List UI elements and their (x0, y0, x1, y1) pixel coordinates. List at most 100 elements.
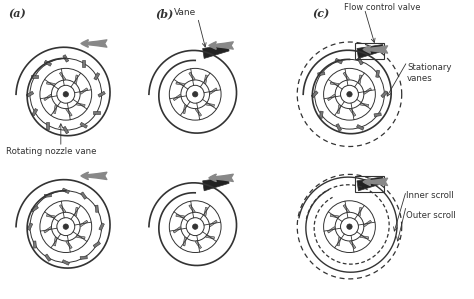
Text: Vane: Vane (174, 8, 197, 17)
Polygon shape (54, 237, 57, 246)
Polygon shape (81, 192, 87, 199)
Polygon shape (343, 72, 349, 80)
Circle shape (186, 85, 204, 103)
Polygon shape (330, 214, 339, 218)
Polygon shape (82, 60, 85, 67)
Text: (c): (c) (313, 9, 330, 20)
Polygon shape (44, 60, 52, 66)
Text: Rotating nozzle vane: Rotating nozzle vane (6, 147, 97, 156)
Polygon shape (45, 254, 51, 261)
Text: Inner scroll: Inner scroll (406, 191, 454, 200)
Circle shape (340, 218, 358, 236)
Circle shape (63, 224, 68, 229)
Polygon shape (209, 220, 217, 227)
Polygon shape (98, 91, 105, 97)
Polygon shape (357, 45, 383, 58)
Polygon shape (337, 105, 341, 114)
Text: (a): (a) (8, 9, 26, 20)
Polygon shape (54, 105, 57, 114)
Polygon shape (374, 113, 381, 117)
Circle shape (186, 218, 204, 236)
Text: (b): (b) (155, 9, 173, 20)
Polygon shape (80, 88, 88, 94)
Polygon shape (62, 260, 70, 265)
Polygon shape (59, 205, 66, 213)
Polygon shape (66, 241, 72, 249)
Polygon shape (66, 108, 72, 116)
Polygon shape (31, 206, 38, 212)
Polygon shape (356, 125, 364, 130)
Polygon shape (26, 91, 34, 97)
Text: Flow control valve: Flow control valve (345, 3, 421, 12)
Polygon shape (63, 126, 69, 134)
Polygon shape (44, 194, 52, 197)
Polygon shape (189, 205, 195, 213)
Polygon shape (94, 73, 100, 80)
Text: Outer scroll: Outer scroll (406, 211, 456, 220)
Text: Stationary
vanes: Stationary vanes (407, 63, 452, 83)
Circle shape (57, 85, 75, 103)
Polygon shape (364, 88, 372, 94)
Polygon shape (80, 122, 87, 128)
Polygon shape (80, 220, 88, 227)
Polygon shape (376, 70, 380, 77)
Polygon shape (358, 75, 362, 84)
Polygon shape (46, 214, 55, 218)
Polygon shape (335, 58, 342, 64)
Polygon shape (95, 205, 99, 212)
Polygon shape (173, 227, 181, 233)
Polygon shape (311, 91, 318, 98)
Polygon shape (328, 227, 336, 233)
Polygon shape (173, 94, 181, 101)
Polygon shape (360, 236, 369, 239)
Polygon shape (337, 237, 341, 246)
Polygon shape (176, 82, 184, 86)
Polygon shape (349, 241, 356, 249)
Polygon shape (46, 122, 49, 129)
Polygon shape (204, 207, 207, 216)
Polygon shape (183, 105, 186, 114)
Polygon shape (44, 227, 52, 233)
Polygon shape (318, 72, 325, 76)
Polygon shape (74, 207, 78, 216)
Polygon shape (330, 82, 339, 86)
Polygon shape (176, 214, 184, 218)
Polygon shape (203, 45, 229, 58)
Circle shape (192, 224, 198, 229)
Polygon shape (93, 111, 100, 114)
Polygon shape (93, 241, 100, 248)
Circle shape (57, 218, 75, 236)
Polygon shape (357, 177, 383, 191)
Polygon shape (328, 94, 336, 101)
Polygon shape (189, 72, 195, 80)
Polygon shape (319, 111, 323, 118)
Polygon shape (27, 223, 33, 231)
Polygon shape (46, 82, 55, 86)
Circle shape (340, 85, 358, 103)
Polygon shape (32, 109, 38, 116)
Polygon shape (76, 236, 85, 239)
Polygon shape (357, 57, 363, 65)
Polygon shape (63, 55, 69, 62)
Polygon shape (183, 237, 186, 246)
Polygon shape (195, 241, 201, 249)
Circle shape (192, 91, 198, 97)
Polygon shape (76, 103, 85, 106)
Polygon shape (209, 88, 217, 94)
Polygon shape (204, 75, 207, 84)
Circle shape (347, 91, 352, 97)
Polygon shape (62, 188, 70, 193)
Polygon shape (381, 91, 388, 98)
Polygon shape (33, 241, 36, 248)
Polygon shape (59, 72, 66, 80)
Polygon shape (343, 205, 349, 213)
Polygon shape (349, 108, 356, 116)
Polygon shape (99, 223, 104, 231)
Circle shape (347, 224, 352, 229)
Circle shape (63, 91, 68, 97)
Polygon shape (358, 207, 362, 216)
Polygon shape (195, 108, 201, 116)
Polygon shape (364, 220, 372, 227)
Polygon shape (360, 103, 369, 106)
Polygon shape (336, 124, 342, 131)
